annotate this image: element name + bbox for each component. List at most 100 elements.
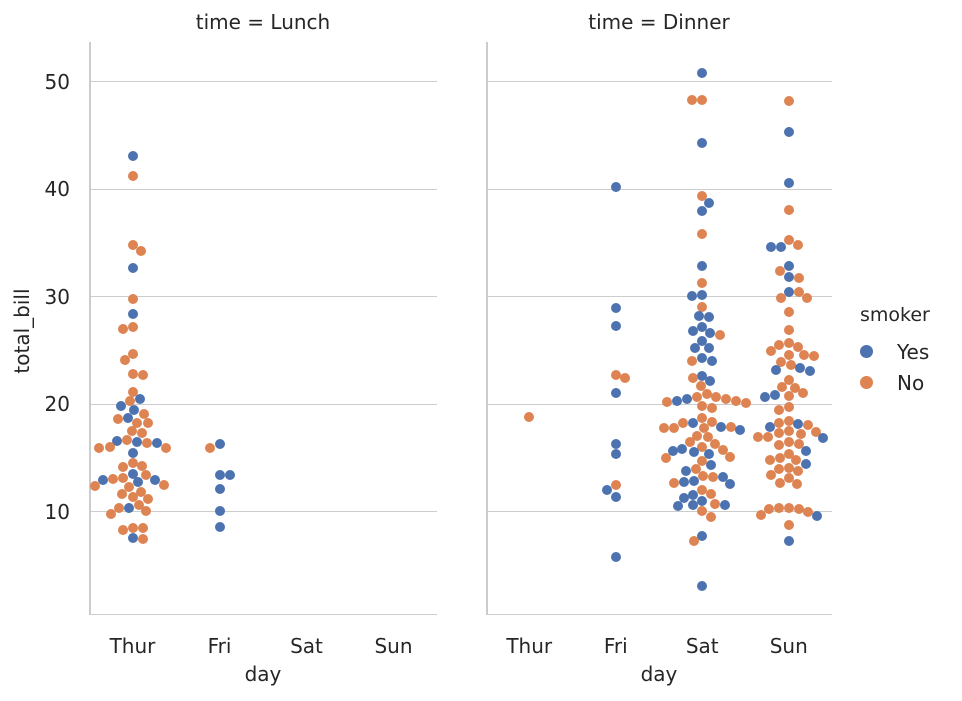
gridline <box>486 403 832 405</box>
data-point-smoker-no <box>793 465 804 476</box>
x-tick-label: Sat <box>685 634 719 658</box>
data-point-smoker-yes <box>672 396 683 407</box>
data-point-smoker-yes <box>693 311 704 322</box>
data-point-smoker-no <box>783 375 794 386</box>
data-point-smoker-no <box>765 345 776 356</box>
data-point-smoker-no <box>108 474 119 485</box>
data-point-smoker-no <box>697 401 708 412</box>
data-point-smoker-yes <box>697 290 708 301</box>
data-point-smoker-no <box>791 479 802 490</box>
data-point-smoker-no <box>718 444 729 455</box>
data-point-smoker-yes <box>610 492 621 503</box>
data-point-smoker-no <box>775 265 786 276</box>
data-point-smoker-yes <box>783 126 794 137</box>
data-point-smoker-no <box>116 488 127 499</box>
data-point-smoker-yes <box>766 242 777 252</box>
gridline <box>486 296 832 298</box>
data-point-smoker-no <box>740 398 751 409</box>
data-point-smoker-no <box>122 435 133 446</box>
data-point-smoker-no <box>697 485 708 496</box>
data-point-smoker-no <box>137 428 148 439</box>
data-point-smoker-no <box>792 342 803 353</box>
data-point-smoker-no <box>803 420 814 431</box>
data-point-smoker-no <box>141 470 152 481</box>
data-point-smoker-no <box>117 524 128 535</box>
legend-label-yes: Yes <box>897 339 930 364</box>
data-point-smoker-no <box>776 356 787 367</box>
facet-title-lunch: time = Lunch <box>195 10 331 34</box>
data-point-smoker-yes <box>688 447 699 458</box>
data-point-smoker-no <box>104 442 115 453</box>
data-point-smoker-no <box>775 478 786 489</box>
data-point-smoker-yes <box>610 321 621 332</box>
data-point-smoker-yes <box>703 311 714 322</box>
data-point-smoker-yes <box>687 325 698 336</box>
data-point-smoker-no <box>707 471 718 482</box>
data-point-smoker-yes <box>214 439 225 450</box>
data-point-smoker-no <box>710 438 721 449</box>
data-point-smoker-no <box>660 452 671 463</box>
data-point-smoker-no <box>801 293 812 304</box>
data-point-smoker-no <box>783 416 794 427</box>
y-tick-label: 10 <box>44 499 70 524</box>
data-point-smoker-yes <box>697 138 708 149</box>
gridline <box>89 296 437 298</box>
data-point-smoker-yes <box>801 445 812 456</box>
data-point-smoker-no <box>137 369 148 380</box>
data-point-smoker-no <box>702 432 713 443</box>
data-point-smoker-no <box>127 293 138 304</box>
data-point-smoker-no <box>773 464 784 475</box>
data-point-smoker-no <box>697 229 708 240</box>
data-point-smoker-yes <box>610 552 621 563</box>
data-point-smoker-no <box>774 404 785 415</box>
data-point-smoker-yes <box>795 363 806 374</box>
data-point-smoker-yes <box>679 477 690 488</box>
data-point-smoker-no <box>706 489 717 500</box>
data-point-smoker-no <box>774 440 785 451</box>
data-point-smoker-no <box>783 235 794 246</box>
data-point-smoker-yes <box>715 421 726 432</box>
legend-label-no: No <box>897 370 925 395</box>
data-point-smoker-no <box>127 522 138 533</box>
data-point-smoker-no <box>762 431 773 442</box>
data-point-smoker-yes <box>667 445 678 456</box>
data-point-smoker-no <box>783 349 794 360</box>
bottom-spine <box>89 613 437 615</box>
data-point-smoker-no <box>158 480 169 491</box>
data-point-smoker-no <box>610 369 621 380</box>
gridline <box>486 511 832 513</box>
gridline <box>89 403 437 405</box>
data-point-smoker-yes <box>112 436 123 447</box>
data-point-smoker-yes <box>697 581 708 592</box>
data-point-smoker-no <box>714 330 725 341</box>
data-point-smoker-no <box>752 431 763 442</box>
data-point-smoker-no <box>698 423 709 434</box>
data-point-smoker-yes <box>783 271 794 282</box>
legend-title: smoker <box>860 304 930 326</box>
data-point-smoker-no <box>118 462 129 473</box>
data-point-smoker-yes <box>771 365 782 376</box>
data-point-smoker-no <box>161 442 172 453</box>
data-point-smoker-yes <box>697 353 708 364</box>
data-point-smoker-yes <box>689 475 700 486</box>
y-tick-label: 40 <box>44 177 70 202</box>
data-point-smoker-no <box>142 437 153 448</box>
data-point-smoker-yes <box>680 465 691 476</box>
data-point-smoker-yes <box>672 501 683 512</box>
data-point-smoker-no <box>710 498 721 509</box>
data-point-smoker-no <box>793 273 804 284</box>
data-point-smoker-no <box>669 477 680 488</box>
data-point-smoker-no <box>127 368 138 379</box>
data-point-smoker-yes <box>705 328 716 339</box>
data-point-smoker-yes <box>610 388 621 399</box>
facet-title-dinner: time = Dinner <box>588 10 730 34</box>
data-point-smoker-yes <box>124 503 135 514</box>
data-point-smoker-no <box>783 503 794 514</box>
data-point-smoker-yes <box>687 291 698 302</box>
data-point-smoker-no <box>678 418 689 429</box>
data-point-smoker-yes <box>697 495 708 506</box>
data-point-smoker-no <box>783 463 794 474</box>
data-point-smoker-yes <box>783 260 794 271</box>
data-point-smoker-yes <box>706 356 717 367</box>
data-point-smoker-yes <box>214 483 225 494</box>
